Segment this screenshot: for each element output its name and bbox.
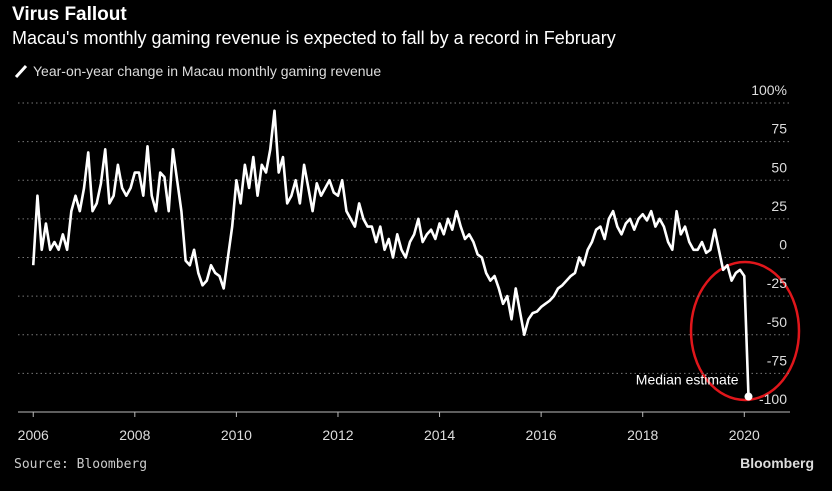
annotation: Median estimate	[636, 372, 739, 388]
y-tick-label: 75	[771, 121, 787, 137]
x-tick-label: 2018	[627, 427, 658, 443]
legend-label: Year-on-year change in Macau monthly gam…	[33, 63, 381, 79]
x-tick-label: 2012	[322, 427, 353, 443]
x-tick-label: 2006	[18, 427, 49, 443]
y-tick-label: 50	[771, 159, 787, 175]
y-tick-label: -100	[759, 391, 787, 407]
y-tick-label: -25	[767, 275, 787, 291]
data-line	[31, 109, 750, 397]
y-tick-label: -50	[767, 314, 787, 330]
y-tick-label: 0	[779, 237, 787, 253]
y-tick-label: -75	[767, 352, 787, 368]
brand-logo: Bloomberg	[740, 455, 814, 471]
x-tick-label: 2014	[424, 427, 455, 443]
legend-swatch	[14, 64, 28, 79]
y-tick-label: 25	[771, 198, 787, 214]
source: Source: Bloomberg	[14, 457, 147, 472]
highlight-circle	[689, 260, 801, 402]
y-tick-label: 100%	[751, 82, 787, 98]
end-dot	[744, 392, 753, 401]
x-tick-label: 2020	[729, 427, 760, 443]
chart-title: Virus Fallout	[12, 4, 127, 25]
x-tick-label: 2010	[221, 427, 252, 443]
x-tick-label: 2016	[526, 427, 557, 443]
x-tick-label: 2008	[119, 427, 150, 443]
chart-subtitle: Macau's monthly gaming revenue is expect…	[12, 28, 616, 48]
